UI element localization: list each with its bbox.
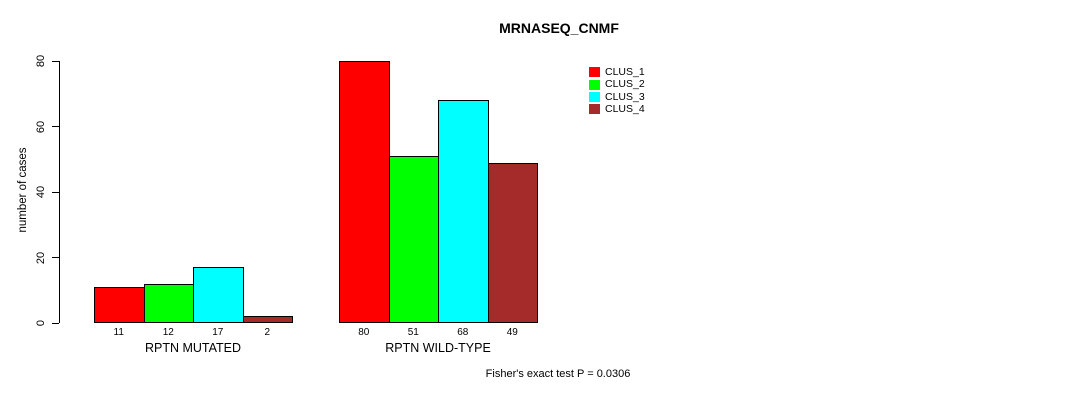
y-tick-mark xyxy=(52,126,59,127)
bar-value-label: 17 xyxy=(212,327,224,338)
group-label: RPTN MUTATED xyxy=(144,341,242,355)
legend-item: CLUS_3 xyxy=(589,91,645,103)
y-tick-mark xyxy=(52,60,59,62)
y-axis-label: number of cases xyxy=(17,147,29,233)
y-tick-mark xyxy=(52,257,59,258)
y-tick-label: 20 xyxy=(35,251,47,264)
legend-label: CLUS_4 xyxy=(605,103,645,116)
bar-clus-2 xyxy=(388,155,439,323)
legend: CLUS_1 CLUS_2 CLUS_3 CLUS_4 xyxy=(589,66,645,116)
legend-item: CLUS_2 xyxy=(589,78,645,90)
y-tick-label: 40 xyxy=(35,185,47,199)
bar-clus-3 xyxy=(438,100,489,323)
legend-label: CLUS_2 xyxy=(605,78,645,91)
bar-value-label: 49 xyxy=(506,327,518,338)
legend-label: CLUS_1 xyxy=(605,65,645,78)
annotation-text: Fisher's exact test P = 0.0306 xyxy=(485,368,631,380)
y-axis-line xyxy=(59,61,60,323)
legend-swatch xyxy=(589,79,600,90)
bar-value-label: 11 xyxy=(113,327,124,338)
bar-clus-2 xyxy=(143,283,194,323)
legend-item: CLUS_4 xyxy=(589,103,645,115)
bar-clus-4 xyxy=(487,162,538,323)
y-tick-label: 80 xyxy=(35,54,47,68)
bar-clus-4 xyxy=(242,316,293,323)
bar-clus-1 xyxy=(339,61,390,323)
bar-value-label: 80 xyxy=(358,327,370,338)
y-tick-mark xyxy=(52,191,59,193)
legend-swatch xyxy=(589,91,600,102)
bar-value-label: 12 xyxy=(162,327,174,338)
bar-value-label: 51 xyxy=(407,327,419,338)
chart-title: MRNASEQ_CNMF xyxy=(499,20,619,36)
bar-clus-3 xyxy=(193,267,244,323)
y-tick-label: 0 xyxy=(35,319,47,327)
bar-value-label: 2 xyxy=(264,327,271,338)
legend-swatch xyxy=(589,67,600,78)
bar-value-label: 68 xyxy=(457,327,469,338)
bar-clus-1 xyxy=(94,286,145,323)
group-label: RPTN WILD-TYPE xyxy=(385,341,491,355)
legend-item: CLUS_1 xyxy=(589,66,645,78)
y-tick-mark xyxy=(52,322,59,324)
legend-label: CLUS_3 xyxy=(605,90,645,103)
legend-swatch xyxy=(589,104,600,115)
y-tick-label: 60 xyxy=(35,120,47,133)
